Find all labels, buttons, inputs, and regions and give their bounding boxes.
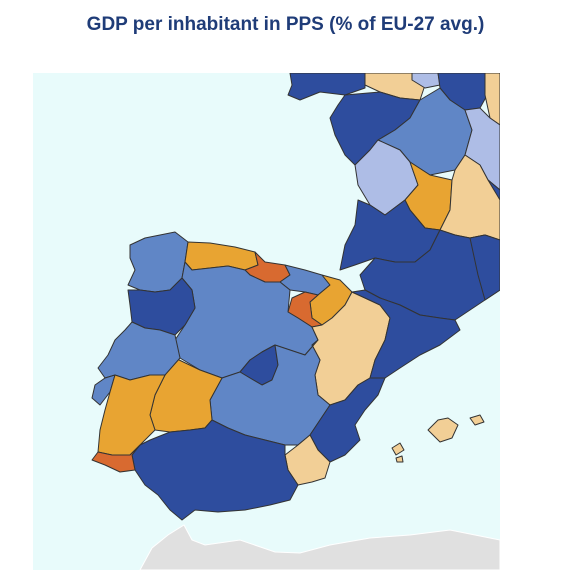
bretagne-region bbox=[287, 73, 366, 101]
northeast-edge-region bbox=[411, 73, 441, 89]
choropleth-map bbox=[33, 73, 500, 570]
balearic-minorca-island bbox=[469, 414, 485, 426]
languedoc-region bbox=[469, 234, 500, 301]
andalusia-region bbox=[131, 419, 299, 521]
north-africa-land bbox=[139, 524, 500, 570]
catalonia-region bbox=[351, 289, 461, 379]
valencia-region bbox=[309, 377, 386, 463]
map-svg bbox=[33, 73, 500, 570]
centre-val-de-loire-region bbox=[377, 87, 473, 176]
balearic-ibiza-island bbox=[391, 442, 405, 456]
algarve-region bbox=[91, 444, 141, 473]
map-title: GDP per inhabitant in PPS (% of EU-27 av… bbox=[86, 14, 485, 35]
balearic-islands-region bbox=[427, 417, 459, 443]
balearic-formentera-island bbox=[395, 455, 404, 463]
rhone-alpes-region bbox=[487, 179, 500, 201]
